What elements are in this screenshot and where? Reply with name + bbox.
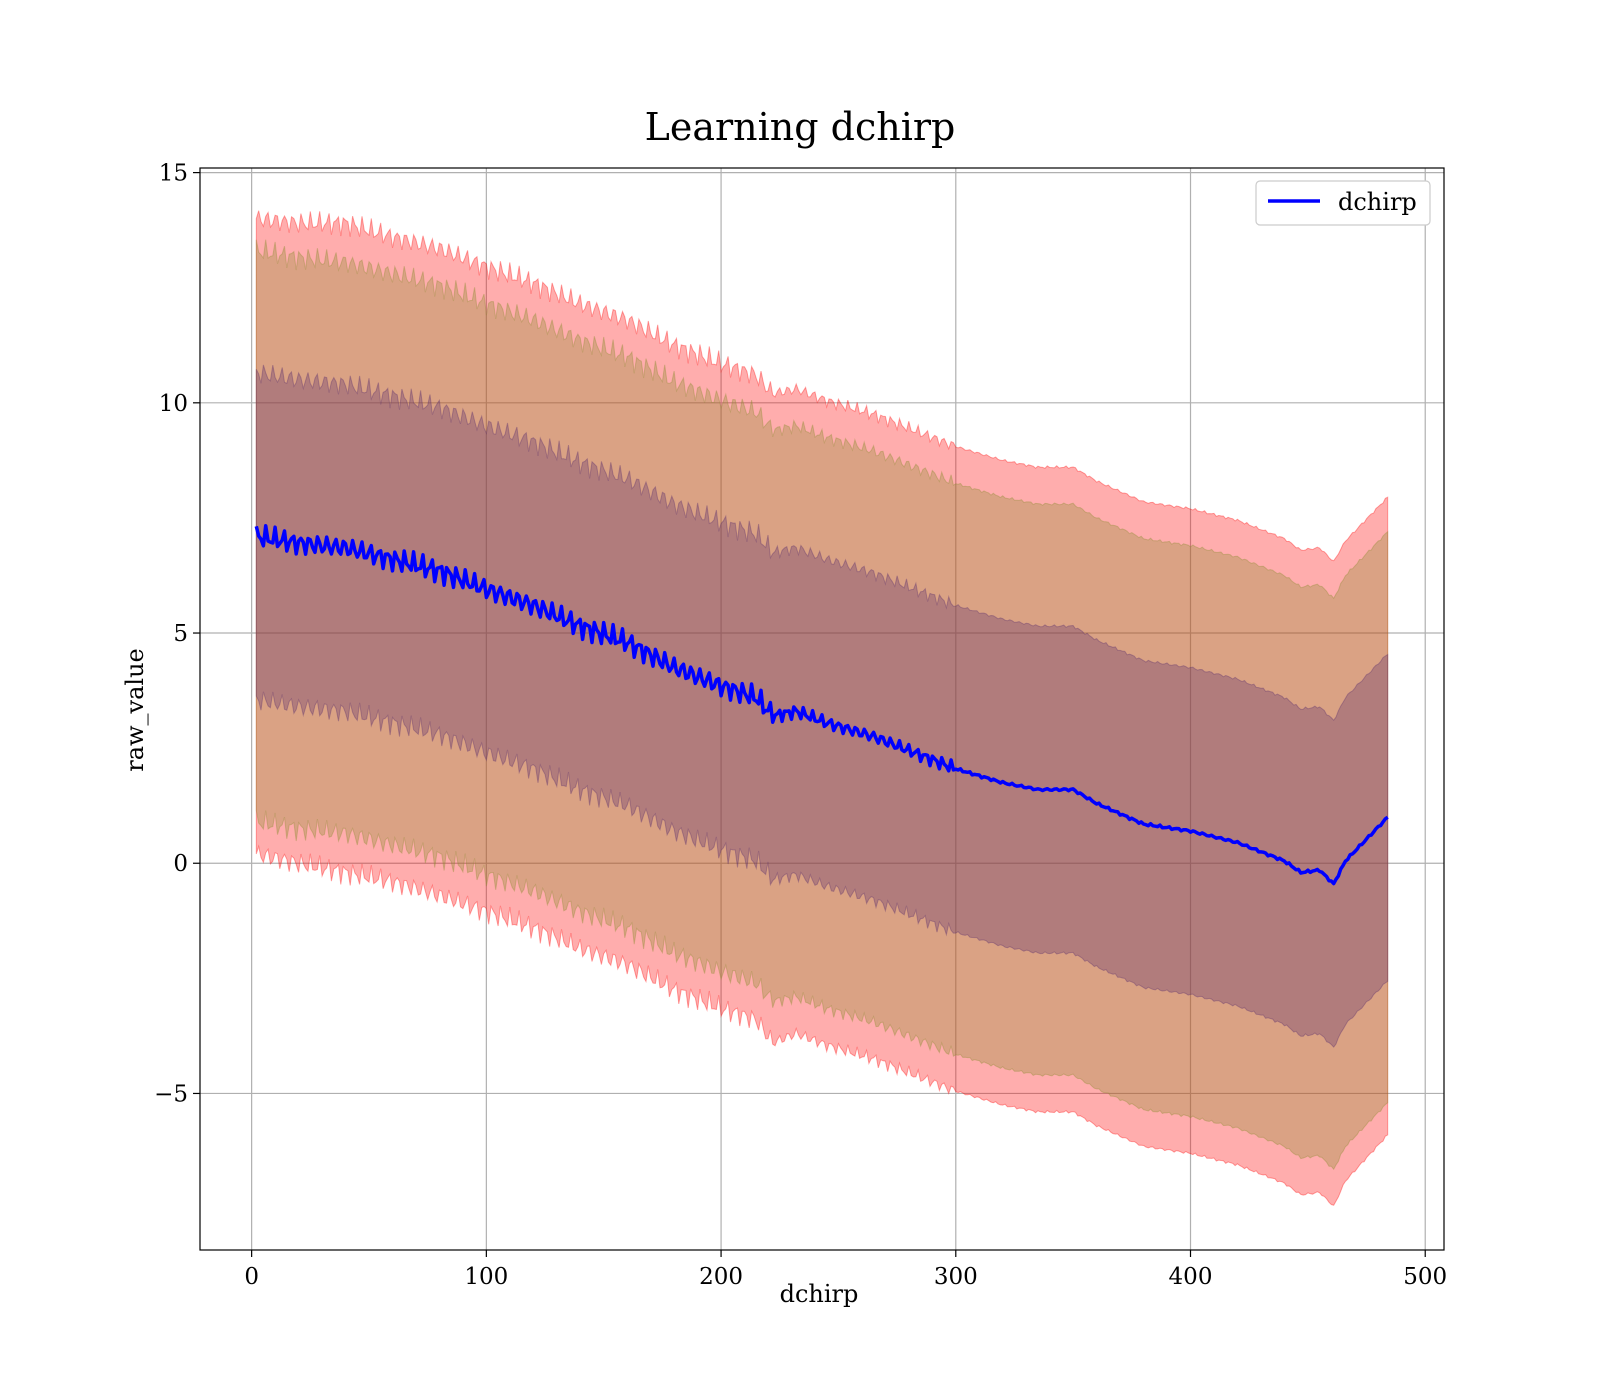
y-tick-label: 15 (159, 161, 188, 187)
chart-title: Learning dchirp (645, 105, 956, 149)
x-tick-label: 500 (1403, 1264, 1447, 1290)
grid-lines (200, 168, 1444, 1250)
y-tick-label: −5 (154, 1081, 188, 1107)
series-line-dchirp (254, 523, 1389, 886)
uncertainty-band-1 (255, 210, 1389, 1206)
uncertainty-band-3 (255, 364, 1389, 1048)
y-tick-label: 5 (173, 621, 188, 647)
legend-label-dchirp: dchirp (1338, 188, 1417, 216)
plot-frame (199, 167, 1445, 1251)
legend: dchirp (1255, 180, 1431, 226)
y-tick-label: 0 (173, 851, 188, 877)
line-layer (254, 523, 1389, 886)
y-axis-ticks: −5 0 5 10 15 (154, 161, 200, 1107)
y-axis-label: raw_value (121, 648, 149, 772)
x-axis-ticks: 0 100 200 300 400 500 (244, 1250, 1447, 1290)
x-tick-label: 400 (1169, 1264, 1213, 1290)
x-tick-label: 200 (699, 1264, 743, 1290)
x-axis-label: dchirp (780, 1280, 859, 1308)
uncertainty-band-2 (255, 239, 1389, 1171)
legend-box (1255, 180, 1431, 226)
band-layer (255, 210, 1389, 1206)
y-tick-label: 10 (159, 391, 188, 417)
x-tick-label: 300 (934, 1264, 978, 1290)
x-tick-label: 0 (244, 1264, 259, 1290)
x-tick-label: 100 (464, 1264, 508, 1290)
